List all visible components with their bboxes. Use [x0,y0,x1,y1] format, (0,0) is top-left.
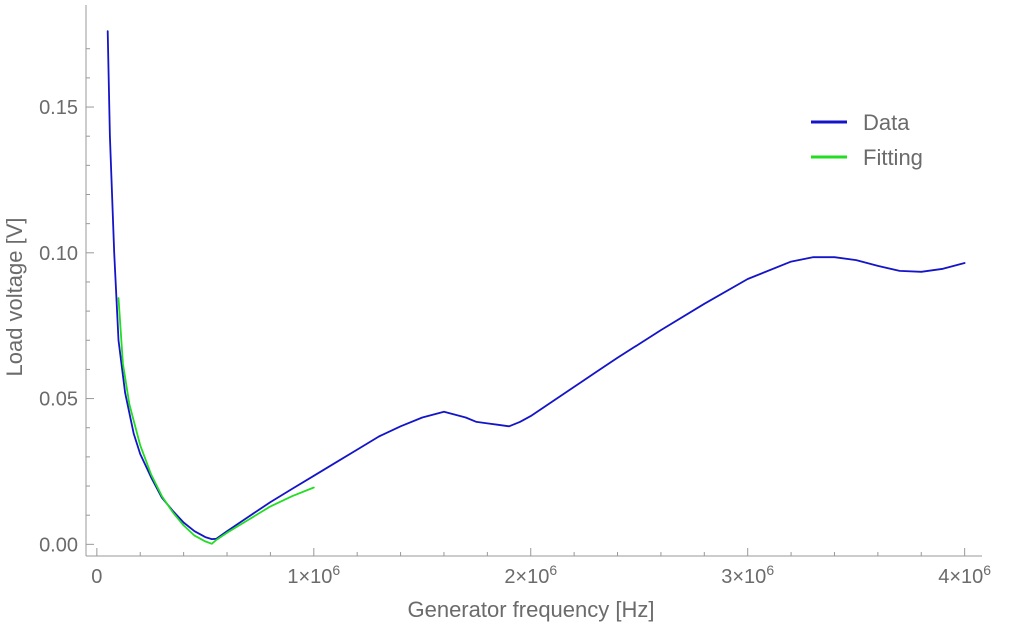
axes-frame [85,5,982,557]
x-tick-label: 3×106 [721,562,774,588]
axis-ticks: 0 1×106 2×106 3×106 4×106 0.00 0.05 0.10 0.15 [39,48,991,588]
legend-label-data: Data [863,110,910,135]
x-axis-title: Generator frequency [Hz] [407,597,654,622]
series-line-fitting [117,297,315,545]
series-layer [106,30,966,545]
y-axis-title: Load voltage [V] [2,217,27,376]
x-tick-label: 0 [91,566,102,588]
legend: Data Fitting [811,110,923,170]
y-tick-label: 0.00 [39,534,78,556]
series-line-data [106,30,966,540]
y-tick-label: 0.15 [39,97,78,119]
x-tick-label: 1×106 [287,562,340,588]
x-tick-label: 4×106 [938,562,991,588]
x-tick-label: 2×106 [504,562,557,588]
y-tick-label: 0.10 [39,243,78,265]
legend-label-fitting: Fitting [863,145,923,170]
y-tick-label: 0.05 [39,389,78,411]
